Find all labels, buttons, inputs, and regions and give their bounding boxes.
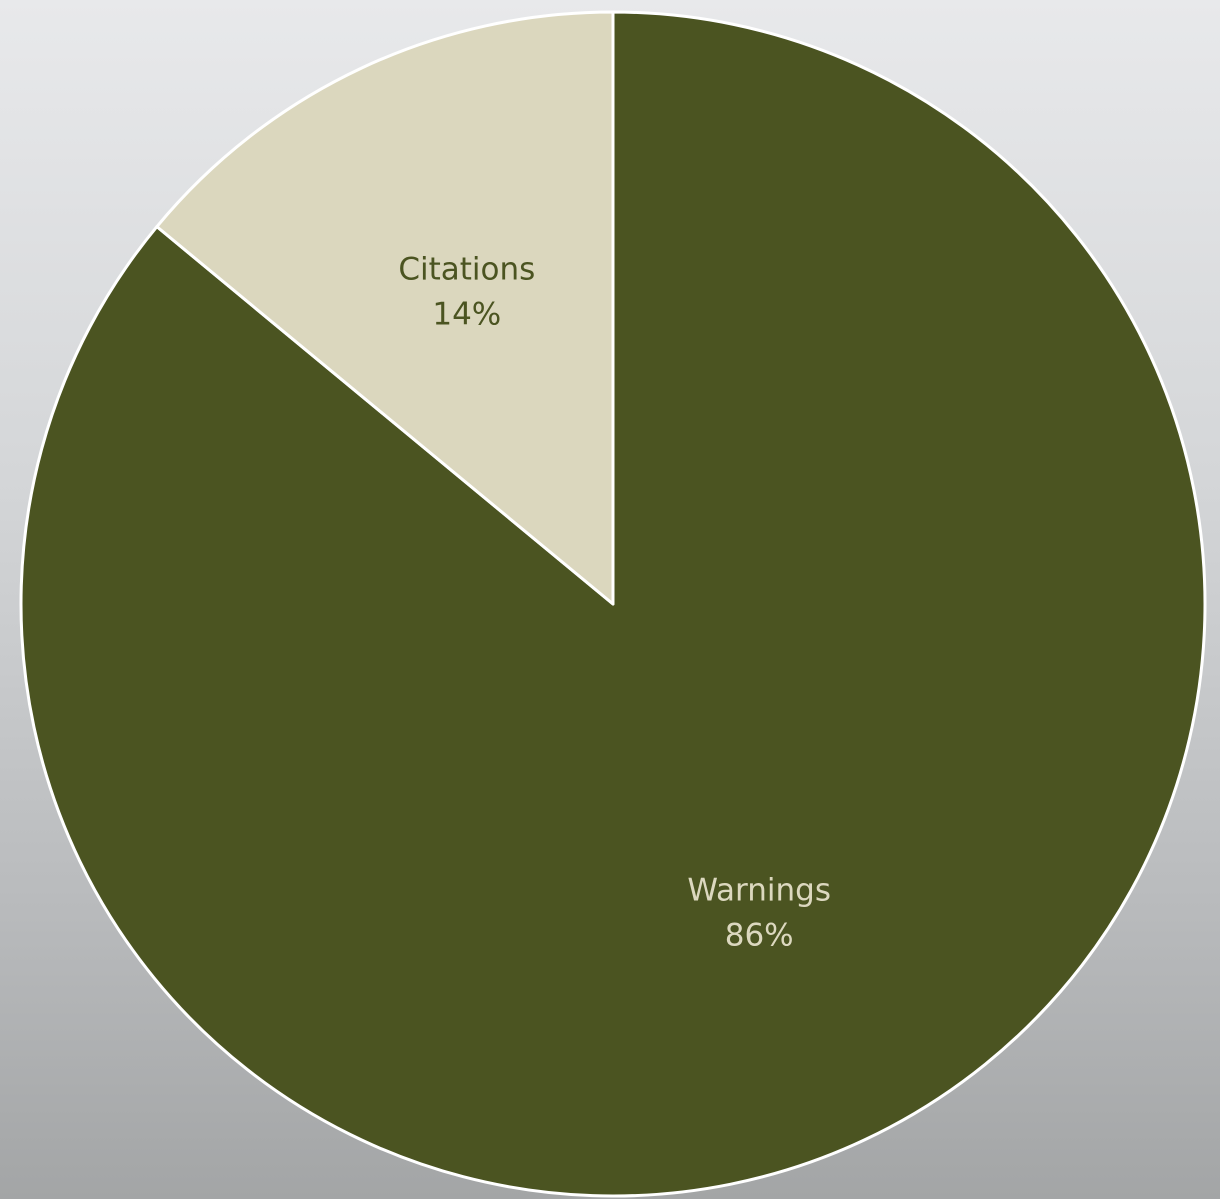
slice-category-label: Warnings	[687, 873, 831, 909]
slice-value-label: 86%	[725, 918, 794, 954]
pie-label-warnings: Warnings 86%	[687, 873, 831, 954]
pie-labels: Warnings 86% Citations 14%	[398, 251, 831, 953]
slice-value-label: 14%	[432, 296, 501, 332]
pie-label-citations: Citations 14%	[398, 251, 535, 332]
slice-category-label: Citations	[398, 251, 535, 287]
pie-slice-citations	[155, 10, 615, 606]
pie-slices	[19, 10, 1207, 1198]
